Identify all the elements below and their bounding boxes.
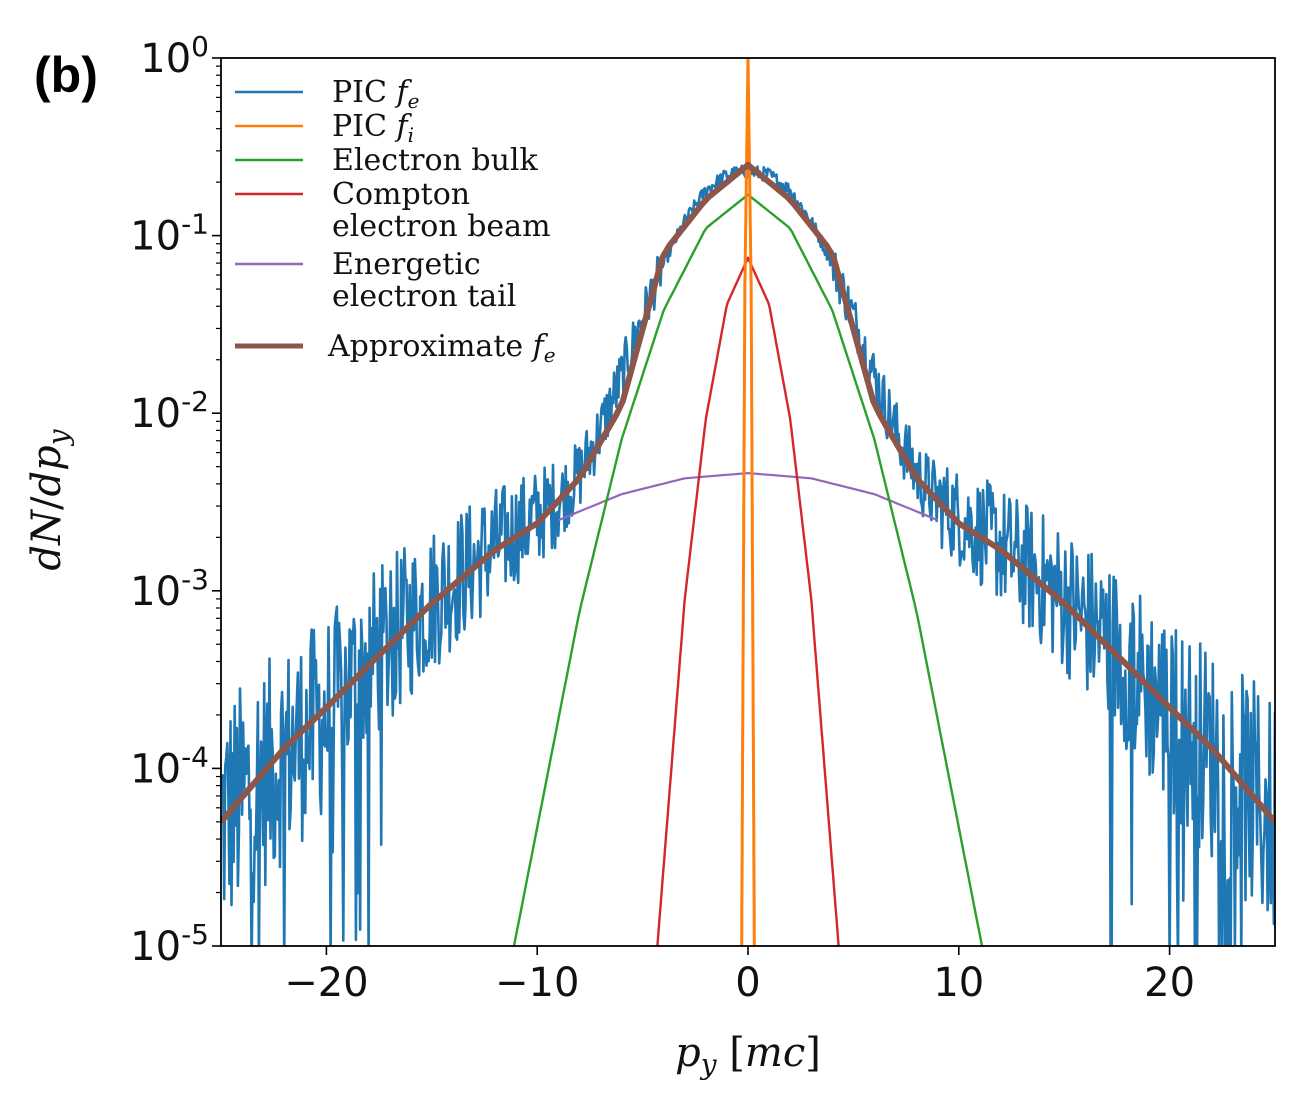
y-tick-label: 10-1 (130, 208, 209, 260)
x-tick-label: 10 (933, 960, 984, 1006)
legend-label-tail: Energetic (332, 247, 481, 282)
x-tick-label: 20 (1144, 960, 1195, 1006)
y-tick-label: 10-2 (130, 385, 209, 437)
series-line-tail (557, 472, 939, 522)
legend-label-bulk: Electron bulk (332, 143, 538, 178)
y-tick-label: 100 (140, 30, 209, 82)
legend-label-compton: Compton (332, 177, 470, 212)
series-line-compton (656, 256, 840, 946)
legend-label-pic_fe: PIC fe (332, 75, 419, 113)
y-tick-label: 10-5 (130, 918, 209, 970)
x-axis: −20 −10 0 10 20 (284, 946, 1195, 1006)
series-line-bulk (512, 193, 984, 946)
legend-label-pic_fi: PIC fi (332, 109, 414, 147)
x-tick-label: 0 (735, 960, 760, 1006)
series-line-approx (221, 161, 1275, 824)
series-line-pic_fi (740, 58, 756, 946)
y-tick-label: 10-4 (130, 740, 209, 792)
legend-label-compton: electron beam (332, 209, 551, 244)
series-layer (221, 58, 1275, 946)
legend-label-tail: electron tail (332, 279, 516, 314)
y-tick-label: 10-3 (130, 563, 209, 615)
series-line-pic_fe (221, 164, 1275, 946)
x-tick-label: −10 (495, 960, 579, 1006)
y-axis: 100 10-1 10-2 10-3 10-4 10-5 (130, 30, 221, 970)
x-axis-label: py [mc] (675, 1030, 821, 1081)
legend-label-approx: Approximate fe (327, 329, 556, 367)
y-axis-label: dN/dpy (24, 428, 75, 570)
x-tick-label: −20 (284, 960, 368, 1006)
panel-label: (b) (34, 47, 98, 103)
